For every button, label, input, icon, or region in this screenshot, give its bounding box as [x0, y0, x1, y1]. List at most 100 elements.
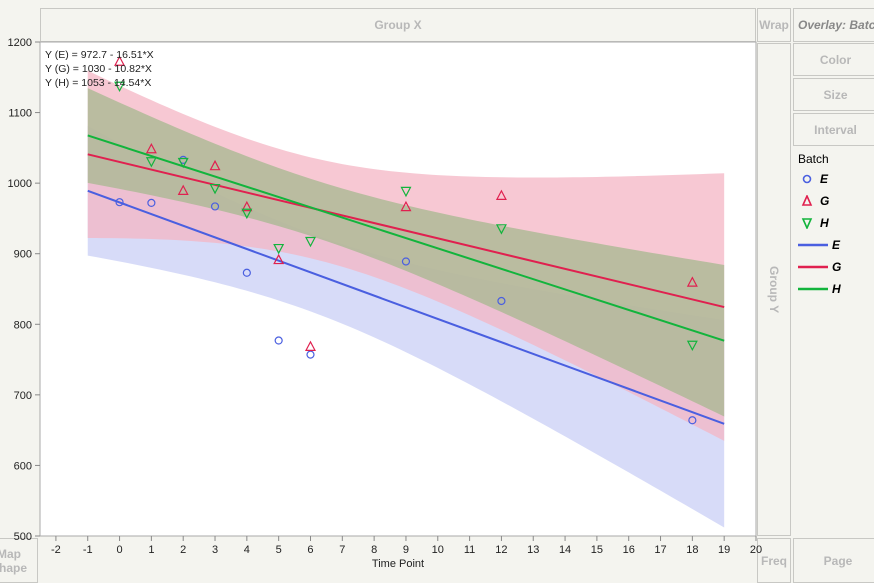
point-G[interactable]: [495, 189, 507, 200]
point-E[interactable]: [306, 350, 315, 359]
point-H[interactable]: [495, 224, 507, 235]
x-tick-label: -1: [83, 544, 93, 556]
x-tick-label: -2: [51, 544, 61, 556]
y-tick-label: 600: [14, 460, 32, 472]
x-tick-label: 3: [212, 544, 218, 556]
y-tick-label: 800: [14, 319, 32, 331]
point-H[interactable]: [273, 243, 285, 255]
legend-line-swatch: [798, 287, 828, 291]
fit-line-H: [87, 134, 725, 342]
legend-title: Batch: [798, 152, 829, 166]
x-tick-label: 14: [559, 544, 571, 556]
point-G[interactable]: [304, 340, 316, 351]
point-E[interactable]: [401, 257, 411, 266]
circle-marker-icon: [802, 174, 812, 184]
x-tick-label: 19: [718, 544, 730, 556]
interval-zone[interactable]: Interval: [793, 113, 874, 146]
fit-line-E: [87, 189, 725, 425]
point-E[interactable]: [688, 416, 697, 425]
x-tick-label: 13: [527, 544, 539, 556]
fit-equations: Y (E) = 972.7 - 16.51*X Y (G) = 1030 - 1…: [45, 48, 154, 90]
legend-label: G: [832, 260, 842, 274]
point-H[interactable]: [241, 208, 253, 220]
y-tick-label: 500: [14, 531, 32, 543]
equation-g: Y (G) = 1030 - 10.82*X: [45, 63, 152, 75]
equation-e: Y (E) = 972.7 - 16.51*X: [45, 49, 154, 61]
confidence-band-H: [87, 88, 725, 417]
y-tick-label: 1000: [8, 178, 32, 190]
point-G[interactable]: [400, 200, 412, 212]
legend-item-H-marker[interactable]: H: [798, 212, 841, 234]
x-tick-label: 12: [495, 544, 507, 556]
legend-label: E: [832, 238, 841, 252]
legend-label: G: [820, 194, 830, 208]
y-tick-label: 1200: [8, 37, 32, 49]
point-G[interactable]: [145, 142, 157, 154]
point-G[interactable]: [273, 253, 285, 265]
legend-item-G-marker[interactable]: G: [798, 190, 841, 212]
legend-label: E: [820, 172, 829, 186]
point-G[interactable]: [241, 200, 253, 212]
point-E[interactable]: [242, 268, 251, 277]
x-tick-label: 0: [116, 544, 122, 556]
overlay-zone[interactable]: Overlay: Batch: [793, 8, 874, 42]
point-G[interactable]: [114, 55, 126, 66]
freq-zone[interactable]: Freq: [757, 538, 791, 583]
x-axis-label: Time Point: [372, 558, 424, 570]
triangle-down-marker-icon: [801, 218, 813, 229]
page-zone[interactable]: Page: [793, 538, 874, 583]
legend-label: H: [820, 216, 829, 230]
group-y-label: Group Y: [767, 265, 781, 314]
legend-item-E-line[interactable]: E: [798, 234, 841, 256]
triangle-up-marker-icon: [801, 195, 813, 206]
point-E[interactable]: [115, 198, 124, 207]
x-tick-label: 6: [307, 544, 313, 556]
point-H[interactable]: [177, 157, 189, 169]
point-G[interactable]: [177, 184, 189, 196]
color-zone[interactable]: Color: [793, 43, 874, 76]
fit-line-G: [87, 153, 725, 309]
legend-item-G-line[interactable]: G: [798, 256, 841, 278]
point-H[interactable]: [114, 81, 126, 93]
x-tick-label: 17: [654, 544, 666, 556]
x-tick-label: 11: [464, 544, 475, 556]
legend-item-E-marker[interactable]: E: [798, 168, 841, 190]
point-E[interactable]: [147, 198, 156, 208]
point-E[interactable]: [210, 202, 220, 211]
point-H[interactable]: [145, 157, 157, 168]
wrap-zone[interactable]: Wrap: [757, 8, 791, 42]
group-x-zone[interactable]: Group X: [40, 8, 756, 42]
size-zone[interactable]: Size: [793, 78, 874, 111]
point-H[interactable]: [304, 236, 316, 248]
y-tick-label: 1100: [8, 108, 32, 120]
x-tick-label: 20: [750, 544, 762, 556]
x-tick-label: 1: [148, 544, 154, 556]
point-H[interactable]: [209, 183, 221, 195]
point-E[interactable]: [497, 296, 506, 306]
x-tick-label: 5: [276, 544, 282, 556]
x-tick-label: 8: [371, 544, 377, 556]
equation-h: Y (H) = 1053 - 14.54*X: [45, 77, 152, 89]
point-H[interactable]: [400, 186, 412, 198]
legend-line-swatch: [798, 243, 828, 247]
x-tick-label: 16: [623, 544, 635, 556]
point-G[interactable]: [209, 159, 221, 171]
x-tick-label: 7: [339, 544, 345, 556]
y-tick-label: 900: [14, 249, 32, 261]
group-y-zone[interactable]: Group Y: [757, 43, 791, 536]
y-tick-label: 700: [14, 390, 32, 402]
legend-label: H: [832, 282, 841, 296]
legend-item-H-line[interactable]: H: [798, 278, 841, 300]
x-tick-label: 10: [432, 544, 444, 556]
point-H[interactable]: [686, 340, 698, 352]
point-G[interactable]: [686, 276, 698, 287]
x-tick-label: 18: [686, 544, 698, 556]
x-tick-label: 2: [180, 544, 186, 556]
x-tick-label: 15: [591, 544, 603, 556]
x-tick-label: 9: [403, 544, 409, 556]
point-E[interactable]: [274, 336, 283, 345]
legend-line-swatch: [798, 265, 828, 269]
x-tick-label: 4: [244, 544, 250, 556]
